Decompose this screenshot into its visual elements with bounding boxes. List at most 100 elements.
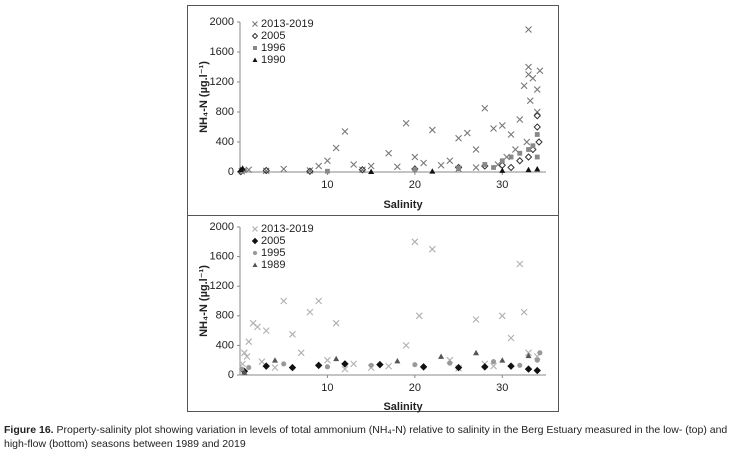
legend-marker: [252, 250, 258, 256]
point: [324, 364, 330, 370]
point: [262, 166, 270, 175]
point: [524, 365, 533, 373]
point: [419, 363, 428, 371]
y-axis-label: NH₄-N (µg.l⁻¹): [198, 61, 210, 133]
point: [245, 338, 253, 346]
point: [367, 162, 375, 170]
point: [306, 167, 314, 175]
point: [534, 154, 540, 160]
point: [341, 360, 349, 368]
y-tick-label: 800: [216, 106, 234, 118]
point: [533, 86, 541, 93]
legend-marker: [253, 46, 257, 50]
legend-marker: [251, 237, 259, 245]
point: [537, 350, 543, 356]
y-tick-label: 400: [216, 136, 234, 148]
point: [438, 353, 445, 359]
legend-marker: [251, 32, 259, 40]
point: [482, 162, 488, 167]
point: [535, 138, 543, 146]
point: [455, 134, 462, 142]
y-tick-label: 0: [228, 166, 234, 178]
point: [533, 366, 541, 375]
point: [533, 123, 541, 131]
point: [368, 168, 375, 175]
point: [533, 108, 541, 116]
x-tick-label: 30: [496, 179, 508, 191]
point: [246, 365, 252, 371]
point: [262, 327, 270, 334]
y-tick-label: 1200: [210, 76, 234, 88]
point: [490, 359, 497, 365]
point: [530, 143, 536, 149]
caption-text: Property-salinity plot showing variation…: [4, 424, 728, 450]
point: [332, 319, 340, 327]
point: [463, 129, 471, 137]
point: [517, 150, 523, 156]
point: [516, 157, 524, 165]
point: [481, 363, 489, 371]
point: [411, 153, 419, 161]
point: [376, 360, 384, 369]
point: [499, 158, 505, 164]
point: [525, 352, 532, 359]
point: [447, 360, 453, 366]
legend-marker: [252, 21, 258, 27]
panel-frame: [187, 215, 559, 412]
point: [534, 132, 540, 137]
y-tick-label: 1200: [210, 280, 234, 292]
point: [456, 165, 461, 171]
legend-marker: [252, 262, 258, 267]
point: [525, 166, 532, 173]
point: [288, 363, 297, 372]
point: [402, 342, 410, 349]
point: [358, 166, 367, 174]
point: [473, 349, 480, 356]
legend-label: 1996: [261, 42, 285, 54]
point: [341, 128, 349, 135]
point: [525, 63, 532, 71]
legend-label: 2005: [261, 30, 285, 42]
point: [239, 360, 247, 368]
point: [385, 362, 393, 370]
point: [520, 308, 528, 316]
point: [524, 153, 533, 161]
point: [324, 157, 331, 165]
point: [254, 323, 261, 331]
point: [533, 112, 541, 120]
point: [536, 67, 544, 75]
point: [314, 361, 323, 370]
point: [437, 161, 445, 169]
point: [411, 238, 419, 246]
y-tick-label: 2000: [210, 16, 234, 28]
point: [520, 82, 528, 90]
point: [280, 165, 288, 173]
legend-marker: [252, 57, 258, 62]
point: [332, 144, 340, 152]
x-tick-label: 10: [321, 382, 333, 394]
point: [498, 312, 506, 320]
point: [412, 362, 418, 368]
legend-label: 2013-2019: [261, 18, 314, 30]
point: [341, 365, 349, 373]
point: [526, 147, 531, 152]
point: [239, 165, 246, 171]
point: [516, 260, 524, 268]
point: [412, 167, 418, 173]
x-axis-label: Salinity: [383, 401, 423, 413]
x-tick-label: 30: [496, 382, 508, 394]
point: [271, 364, 279, 371]
point: [499, 167, 506, 173]
point: [402, 119, 410, 127]
point: [315, 297, 323, 305]
point: [324, 356, 331, 364]
point: [525, 26, 532, 33]
point: [517, 362, 523, 368]
point: [508, 154, 514, 160]
point: [507, 362, 515, 370]
figure: 0 400 800 1200 1600 2000 10 20 30 Salinity NH₄-N (…: [187, 5, 559, 413]
y-axis-label: NH₄-N (µg.l⁻¹): [198, 265, 210, 337]
point: [498, 122, 506, 129]
point: [481, 104, 489, 112]
